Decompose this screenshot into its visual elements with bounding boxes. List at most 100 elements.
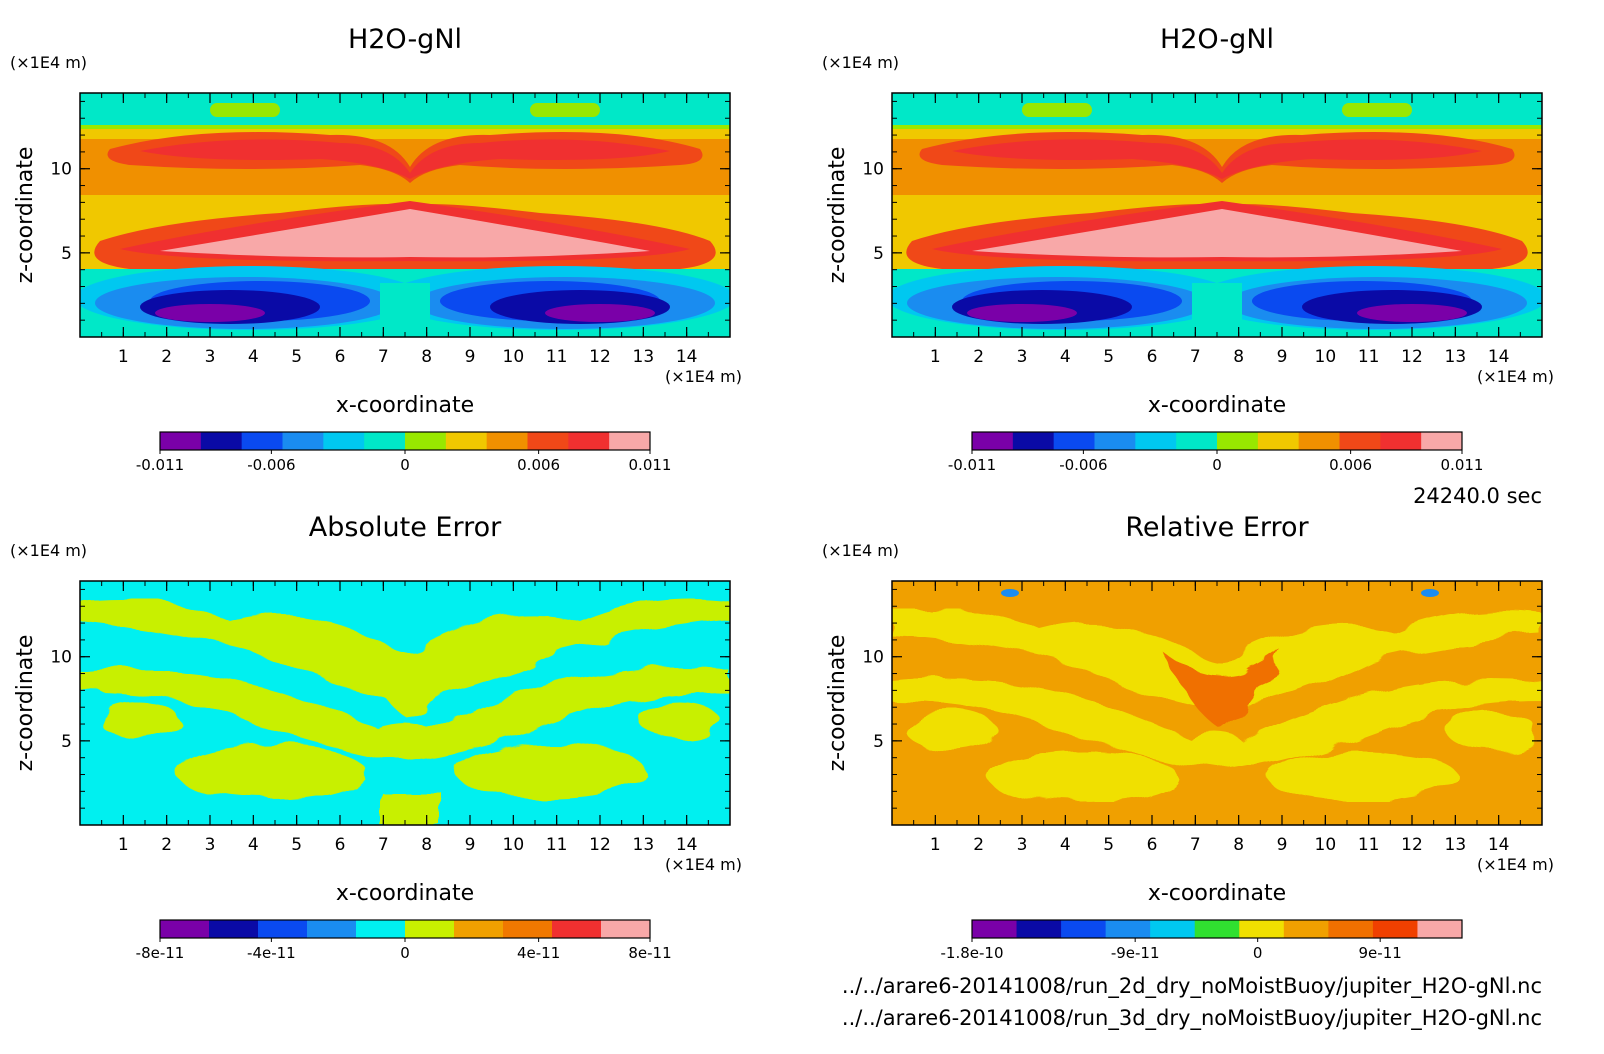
colorbar-swatch xyxy=(1176,432,1218,450)
colorbar-tick-label: 0.006 xyxy=(1329,456,1372,474)
colorbar-swatch xyxy=(445,432,488,450)
colorbar-tick-label: -4e-11 xyxy=(247,944,296,962)
colorbar-swatch xyxy=(1283,920,1329,938)
colorbar-swatch xyxy=(1339,432,1381,450)
x-tick-label: 2 xyxy=(161,347,172,367)
colorbar-frame xyxy=(971,919,1463,939)
x-tick-label: 6 xyxy=(335,835,346,855)
x-tick-label: 5 xyxy=(291,347,302,367)
x-tick-label: 8 xyxy=(421,347,432,367)
colorbar-swatch xyxy=(1061,920,1107,938)
colorbar-swatch xyxy=(1150,920,1196,938)
colorbar-swatch xyxy=(1016,920,1062,938)
colorbar-swatch xyxy=(1217,432,1259,450)
chart-title: H2O-gNl xyxy=(1160,24,1274,55)
colorbar-swatch xyxy=(527,432,569,450)
y-axis-label: z-coordinate xyxy=(13,635,38,772)
y-unit-label: (×1E4 m) xyxy=(822,541,899,560)
y-tick-label: 10 xyxy=(50,160,72,180)
colorbar-swatch xyxy=(972,432,1014,450)
x-tick-label: 4 xyxy=(1060,347,1071,367)
time-stamp: 24240.0 sec xyxy=(1413,484,1542,508)
colorbar-tick-label: 0 xyxy=(1253,944,1263,962)
y-tick-label: 5 xyxy=(61,732,72,752)
x-tick-label: 7 xyxy=(1190,347,1201,367)
colorbar-swatch xyxy=(258,920,308,938)
chart-1-annotations: H2O-gNl(×1E4 m)(×1E4 m)1 2 3 4 5 6 7 8 9 10 11 12 13… xyxy=(822,24,1554,474)
x-tick-label: 6 xyxy=(335,347,346,367)
x-tick-label: 4 xyxy=(248,835,259,855)
x-tick-label: 8 xyxy=(421,835,432,855)
colorbar-swatch xyxy=(323,432,365,450)
y-unit-label: (×1E4 m) xyxy=(10,53,87,72)
x-tick-label: 5 xyxy=(1103,835,1114,855)
colorbar-swatch xyxy=(1194,920,1240,938)
x-tick-label: 1 xyxy=(118,835,129,855)
y-unit-label: (×1E4 m) xyxy=(822,53,899,72)
x-tick-label: 10 xyxy=(503,835,525,855)
x-tick-label: 9 xyxy=(465,835,476,855)
x-tick-label: 1 xyxy=(118,347,129,367)
file-path-1: ../../arare6-20141008/run_2d_dry_noMoist… xyxy=(842,974,1542,999)
colorbar-swatch xyxy=(552,920,602,938)
y-axis-label: z-coordinate xyxy=(825,147,850,284)
x-tick-label: 6 xyxy=(1147,835,1158,855)
chart-title: Absolute Error xyxy=(309,512,502,543)
x-tick-label: 11 xyxy=(1358,347,1380,367)
y-tick-label: 10 xyxy=(50,648,72,668)
x-tick-label: 5 xyxy=(1103,347,1114,367)
x-tick-label: 9 xyxy=(1277,835,1288,855)
plot-panel-top-right xyxy=(892,93,1542,337)
colorbar-tick-label: -8e-11 xyxy=(136,944,185,962)
colorbar-swatch xyxy=(568,432,610,450)
colorbar-swatch xyxy=(1417,920,1463,938)
colorbar-swatch xyxy=(503,920,553,938)
x-unit-label: (×1E4 m) xyxy=(665,367,742,386)
colorbar-swatch xyxy=(1239,920,1285,938)
file-path-2: ../../arare6-20141008/run_3d_dry_noMoist… xyxy=(842,1006,1542,1031)
colorbar-swatch xyxy=(972,920,1018,938)
colorbar-swatch xyxy=(1135,432,1177,450)
colorbar-swatch xyxy=(356,920,406,938)
y-unit-label: (×1E4 m) xyxy=(10,541,87,560)
colorbar-swatch xyxy=(241,432,283,450)
colorbar-swatch xyxy=(601,920,651,938)
y-axis-label: z-coordinate xyxy=(825,635,850,772)
colorbar-swatch xyxy=(1421,432,1463,450)
x-tick-label: 7 xyxy=(378,835,389,855)
colorbar-swatch xyxy=(307,920,357,938)
x-tick-label: 9 xyxy=(1277,347,1288,367)
colorbar-tick-label: 0 xyxy=(400,944,410,962)
colorbar-tick-label: -0.011 xyxy=(948,456,996,474)
x-tick-label: 10 xyxy=(1315,835,1337,855)
chart-title: H2O-gNl xyxy=(348,24,462,55)
chart-2-annotations: Absolute Error(×1E4 m)(×1E4 m)1 2 3 4 5 6 7 8 9 1… xyxy=(10,512,742,962)
x-tick-label: 13 xyxy=(633,835,655,855)
field-contours xyxy=(80,93,730,337)
x-unit-label: (×1E4 m) xyxy=(665,855,742,874)
colorbar-swatch xyxy=(405,920,455,938)
chart-3-annotations: Relative Error(×1E4 m)(×1E4 m)1 2 3 4 5 6 7 8 9 1… xyxy=(822,512,1554,962)
x-tick-label: 11 xyxy=(1358,835,1380,855)
colorbar-tick-label: 8e-11 xyxy=(628,944,671,962)
x-tick-label: 2 xyxy=(973,835,984,855)
x-tick-label: 3 xyxy=(205,347,216,367)
x-tick-label: 13 xyxy=(633,347,655,367)
x-tick-label: 1 xyxy=(930,835,941,855)
x-tick-label: 4 xyxy=(248,347,259,367)
x-tick-label: 12 xyxy=(1401,347,1423,367)
y-tick-label: 5 xyxy=(873,732,884,752)
x-tick-label: 12 xyxy=(1401,835,1423,855)
x-tick-label: 14 xyxy=(676,835,698,855)
colorbar-swatch xyxy=(1105,920,1151,938)
x-tick-label: 7 xyxy=(1190,835,1201,855)
y-tick-label: 5 xyxy=(61,244,72,264)
colorbar-tick-label: -0.006 xyxy=(1059,456,1107,474)
colorbar-swatch xyxy=(1372,920,1418,938)
colorbar-swatch xyxy=(1257,432,1300,450)
x-tick-label: 8 xyxy=(1233,835,1244,855)
colorbar-tick-label: 0.011 xyxy=(1441,456,1484,474)
error-contours xyxy=(892,581,1542,825)
x-tick-label: 13 xyxy=(1445,347,1467,367)
colorbar-tick-label: 0 xyxy=(1212,456,1222,474)
